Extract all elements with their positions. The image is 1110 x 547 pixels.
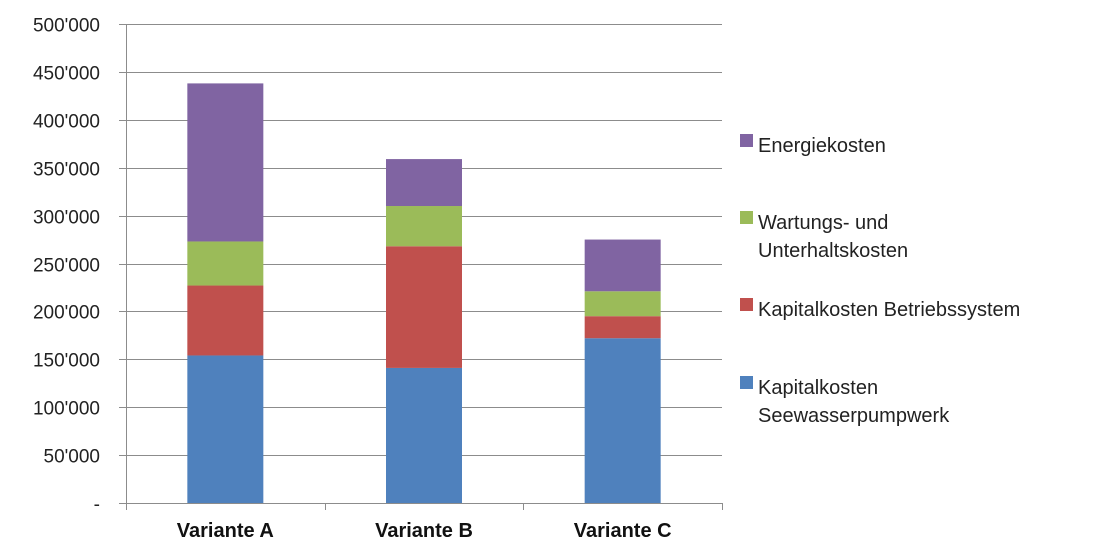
bar-segment xyxy=(386,159,462,207)
bar-segment xyxy=(187,83,264,242)
y-tick-label: 150'000 xyxy=(33,351,100,372)
bars xyxy=(187,83,661,503)
bar-segment xyxy=(584,291,661,317)
y-tick-label: - xyxy=(94,495,100,516)
legend-swatch xyxy=(740,376,753,389)
bar-segment xyxy=(187,355,264,503)
y-tick-label: 50'000 xyxy=(44,447,100,468)
bar-segment xyxy=(187,285,264,356)
x-category-labels: Variante A Variante B Variante C xyxy=(177,520,672,542)
bar-segment xyxy=(584,316,661,339)
bar-segment xyxy=(584,239,661,292)
legend: Energiekosten Wartungs- und Unterhaltskost… xyxy=(740,134,1020,427)
legend-label: Seewasserpumpwerk xyxy=(758,405,950,427)
y-tick-labels: - 50'000 100'000 150'000 200'000 250'000 300'0… xyxy=(33,16,100,516)
legend-swatch xyxy=(740,298,753,311)
y-tick-label: 300'000 xyxy=(33,208,100,229)
legend-label: Energiekosten xyxy=(758,135,886,157)
y-tick-label: 350'000 xyxy=(33,160,100,181)
legend-swatch xyxy=(740,134,753,147)
y-tick-label: 500'000 xyxy=(33,16,100,37)
legend-swatch xyxy=(740,211,753,224)
legend-label: Wartungs- und xyxy=(758,212,888,234)
y-tick-label: 100'000 xyxy=(33,399,100,420)
x-category-label: Variante C xyxy=(574,520,672,542)
x-category-label: Variante A xyxy=(177,520,274,542)
bar-segment xyxy=(187,241,264,286)
legend-label: Kapitalkosten xyxy=(758,377,878,399)
y-tick-label: 250'000 xyxy=(33,256,100,277)
legend-label: Kapitalkosten Betriebssystem xyxy=(758,299,1020,321)
x-category-label: Variante B xyxy=(375,520,473,542)
y-tick-label: 200'000 xyxy=(33,303,100,324)
legend-label: Unterhaltskosten xyxy=(758,240,908,262)
axes xyxy=(119,24,723,510)
bar-segment xyxy=(386,367,462,503)
bar-segment xyxy=(386,246,462,368)
y-tick-label: 400'000 xyxy=(33,112,100,133)
bar-segment xyxy=(584,338,661,503)
bar-segment xyxy=(386,206,462,247)
y-tick-label: 450'000 xyxy=(33,64,100,85)
